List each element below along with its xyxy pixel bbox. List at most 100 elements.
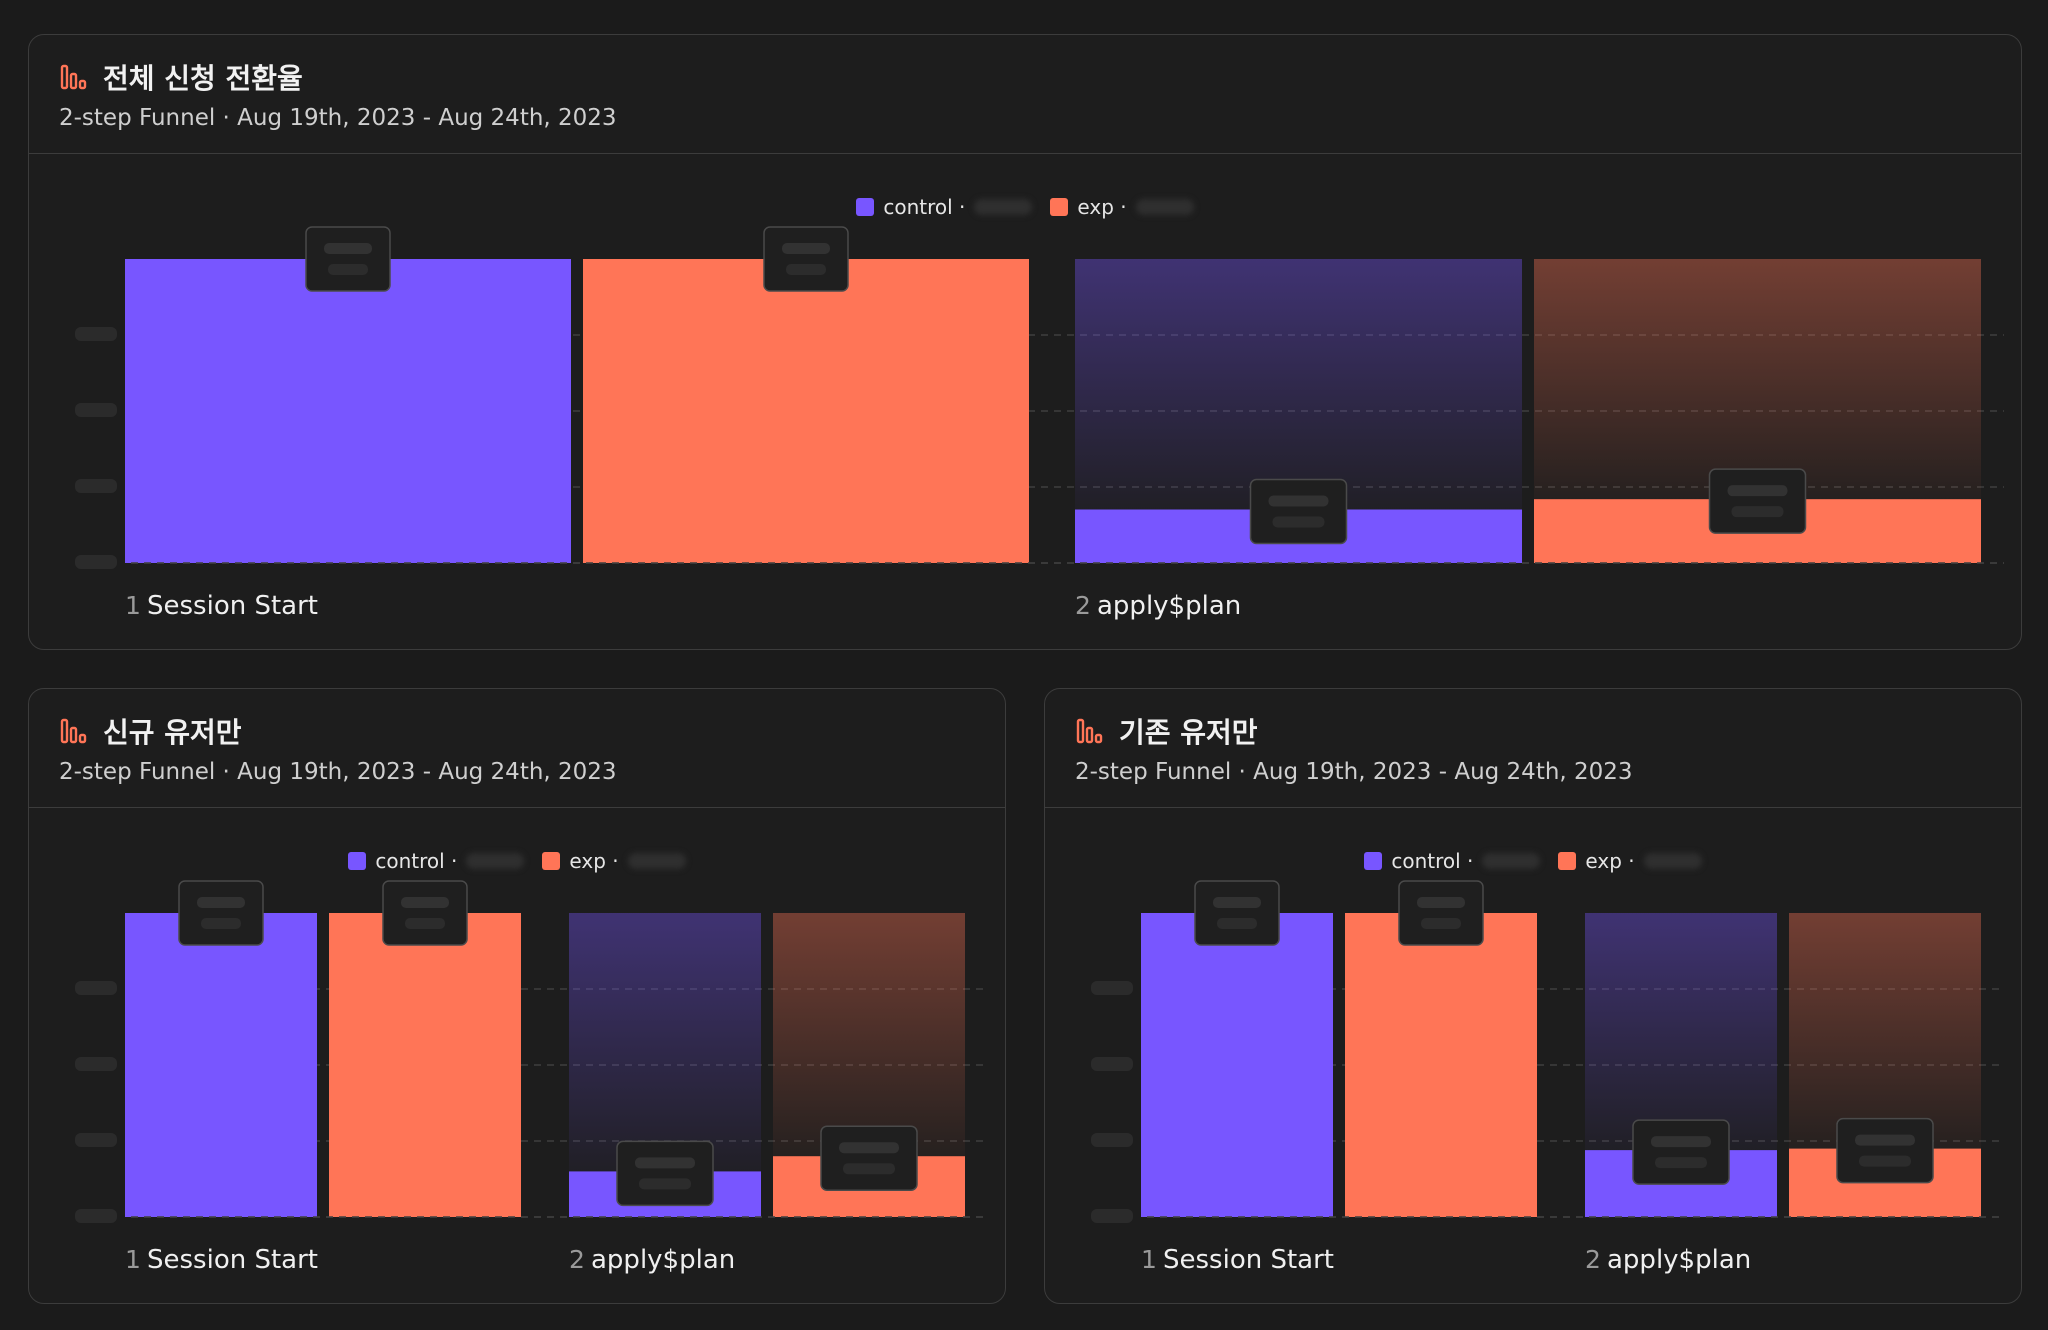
bar-value-label-redacted — [616, 1140, 714, 1207]
legend-value-redacted — [1643, 853, 1702, 869]
redacted-text — [401, 897, 449, 908]
funnel-chart-new-users: 1 Session Start 2 apply$plan — [75, 880, 989, 1275]
legend-swatch-control — [1364, 852, 1383, 870]
legend-label-exp: exp · — [1585, 849, 1635, 873]
y-tick-label-redacted — [75, 1133, 117, 1147]
step-number: 2 — [1585, 1245, 1601, 1274]
legend-swatch-exp — [1050, 198, 1069, 216]
y-tick-label-redacted — [75, 327, 117, 341]
card-header: 신규 유저만 2-step Funnel · Aug 19th, 2023 - … — [29, 689, 1005, 808]
legend-value-redacted — [1482, 853, 1541, 869]
legend-item-exp[interactable]: exp · — [1558, 849, 1702, 873]
funnel-card-existing-users: 기존 유저만 2-step Funnel · Aug 19th, 2023 - … — [1044, 688, 2022, 1304]
funnel-card-new-users: 신규 유저만 2-step Funnel · Aug 19th, 2023 - … — [28, 688, 1006, 1304]
funnel-chart-overall: 1 Session Start 2 apply$plan — [75, 226, 2004, 621]
dropoff-area-control-step-2[interactable] — [569, 913, 761, 1172]
redacted-text — [197, 897, 245, 908]
card-title-text: 신규 유저만 — [103, 716, 242, 749]
bar-control-step-1[interactable] — [125, 913, 317, 1217]
redacted-text — [1859, 1155, 1911, 1167]
bar-exp-step-1[interactable] — [1345, 913, 1537, 1217]
dropoff-area-control-step-2[interactable] — [1585, 913, 1777, 1151]
redacted-text — [324, 243, 372, 254]
legend-value-redacted — [974, 199, 1033, 215]
y-tick-label-redacted — [75, 1209, 117, 1223]
bar-value-label-redacted — [178, 880, 264, 946]
step-number: 1 — [1141, 1245, 1157, 1274]
y-tick-label-redacted — [75, 981, 117, 995]
card-title[interactable]: 기존 유저만 — [1075, 711, 1258, 751]
y-tick-label-redacted — [75, 1057, 117, 1071]
redacted-text — [1731, 506, 1784, 518]
redacted-text — [1268, 495, 1329, 507]
card-title[interactable]: 전체 신청 전환율 — [59, 57, 303, 97]
legend-item-control[interactable]: control · — [348, 849, 525, 873]
y-tick-label-redacted — [75, 403, 117, 417]
bar-value-label-redacted — [1708, 468, 1807, 534]
legend-item-exp[interactable]: exp · — [1050, 195, 1194, 219]
bar-control-step-1[interactable] — [1141, 913, 1333, 1217]
legend-label-exp: exp · — [569, 849, 619, 873]
dropoff-area-exp-step-2[interactable] — [1534, 259, 1981, 500]
funnel-chart-icon — [1076, 718, 1103, 744]
funnel-chart-icon — [60, 64, 87, 90]
redacted-text — [782, 243, 830, 254]
dropoff-area-exp-step-2[interactable] — [773, 913, 965, 1157]
y-tick-label-redacted — [1091, 981, 1133, 995]
legend-item-control[interactable]: control · — [1364, 849, 1541, 873]
funnel-chart-existing-users: 1 Session Start 2 apply$plan — [1091, 880, 2005, 1275]
step-label[interactable]: apply$plan — [591, 1245, 735, 1275]
redacted-text — [1272, 516, 1325, 528]
redacted-text — [328, 264, 368, 275]
redacted-text — [639, 1178, 691, 1190]
redacted-text — [1727, 485, 1788, 497]
card-title-text: 전체 신청 전환율 — [103, 62, 303, 95]
legend-value-redacted — [627, 853, 686, 869]
step-label[interactable]: Session Start — [147, 1245, 318, 1275]
redacted-text — [843, 1163, 895, 1175]
redacted-text — [1421, 918, 1461, 929]
card-header: 전체 신청 전환율 2-step Funnel · Aug 19th, 2023… — [29, 35, 2021, 154]
y-tick-label-redacted — [1091, 1057, 1133, 1071]
card-subtitle: 2-step Funnel · Aug 19th, 2023 - Aug 24t… — [1075, 759, 1633, 785]
card-header: 기존 유저만 2-step Funnel · Aug 19th, 2023 - … — [1045, 689, 2021, 808]
redacted-text — [1855, 1134, 1915, 1146]
redacted-text — [201, 918, 241, 929]
step-label[interactable]: apply$plan — [1607, 1245, 1751, 1275]
redacted-text — [1217, 918, 1257, 929]
dropoff-area-exp-step-2[interactable] — [1789, 913, 1981, 1149]
redacted-text — [1417, 897, 1465, 908]
legend-label-control: control · — [1391, 849, 1474, 873]
legend-item-control[interactable]: control · — [856, 195, 1033, 219]
chart-legend: control · exp · — [1045, 849, 2021, 873]
step-number: 2 — [569, 1245, 585, 1274]
card-subtitle: 2-step Funnel · Aug 19th, 2023 - Aug 24t… — [59, 105, 617, 131]
redacted-text — [405, 918, 445, 929]
legend-item-exp[interactable]: exp · — [542, 849, 686, 873]
bar-exp-step-1[interactable] — [583, 259, 1029, 563]
step-label[interactable]: Session Start — [147, 591, 318, 621]
step-number: 1 — [125, 1245, 141, 1274]
legend-swatch-control — [348, 852, 367, 870]
dropoff-area-control-step-2[interactable] — [1075, 259, 1522, 510]
bar-value-label-redacted — [305, 226, 391, 292]
bar-value-label-redacted — [1836, 1117, 1934, 1184]
y-tick-label-redacted — [75, 555, 117, 569]
bar-value-label-redacted — [1249, 478, 1348, 545]
legend-label-exp: exp · — [1077, 195, 1127, 219]
bar-exp-step-1[interactable] — [329, 913, 521, 1217]
redacted-text — [1213, 897, 1261, 908]
card-title[interactable]: 신규 유저만 — [59, 711, 242, 751]
bar-control-step-1[interactable] — [125, 259, 571, 563]
bar-value-label-redacted — [1398, 880, 1484, 946]
bar-value-label-redacted — [763, 226, 849, 292]
step-label[interactable]: Session Start — [1163, 1245, 1334, 1275]
redacted-text — [635, 1157, 695, 1169]
redacted-text — [1655, 1157, 1707, 1169]
chart-legend: control · exp · — [29, 195, 2021, 219]
legend-value-redacted — [1135, 199, 1194, 215]
funnel-card-overall: 전체 신청 전환율 2-step Funnel · Aug 19th, 2023… — [28, 34, 2022, 650]
legend-swatch-exp — [542, 852, 561, 870]
step-label[interactable]: apply$plan — [1097, 591, 1241, 621]
card-subtitle: 2-step Funnel · Aug 19th, 2023 - Aug 24t… — [59, 759, 617, 785]
